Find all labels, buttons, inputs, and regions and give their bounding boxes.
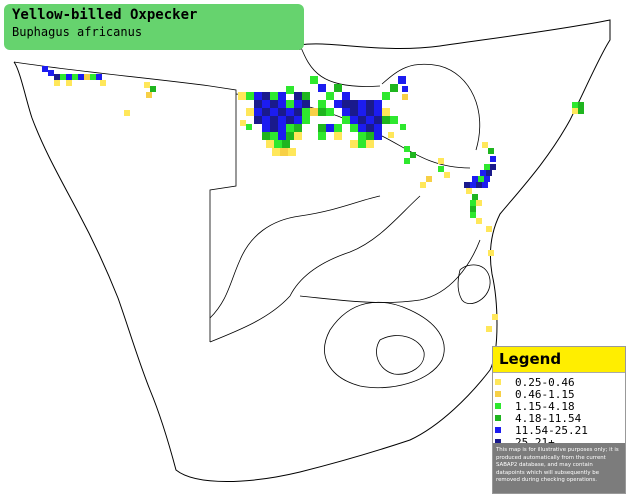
legend-item: 1.15-4.18 [495,399,625,413]
legend-panel: Legend 0.25-0.46 0.46-1.15 1.15-4.18 4.18-1… [492,346,626,494]
legend-label: 0.25-0.46 [515,375,575,389]
map-title-box: Yellow-billed Oxpecker Buphagus africanu… [4,4,304,50]
legend-swatch [495,439,501,445]
legend-item: 0.25-0.46 [495,375,625,389]
legend-item: 11.54-25.21 [495,423,625,437]
coastline [13,19,611,482]
legend-swatch [495,379,501,385]
legend-swatch [495,403,501,409]
legend-swatch [495,415,501,421]
legend-label: 1.15-4.18 [515,399,575,413]
legend-list: 0.25-0.46 0.46-1.15 1.15-4.18 4.18-11.54 11.… [493,373,625,449]
legend-swatch [495,391,501,397]
legend-disclaimer: This map is for illustrative purposes on… [493,443,625,493]
legend-label: 4.18-11.54 [515,411,582,425]
species-scientific-name: Buphagus africanus [12,25,143,39]
legend-heading: Legend [493,347,625,373]
legend-item: 4.18-11.54 [495,411,625,425]
distribution-cells [42,66,584,332]
legend-label: 11.54-25.21 [515,423,588,437]
legend-item: 0.46-1.15 [495,387,625,401]
legend-label: 0.46-1.15 [515,387,575,401]
legend-swatch [495,427,501,433]
species-common-name: Yellow-billed Oxpecker [12,7,198,23]
